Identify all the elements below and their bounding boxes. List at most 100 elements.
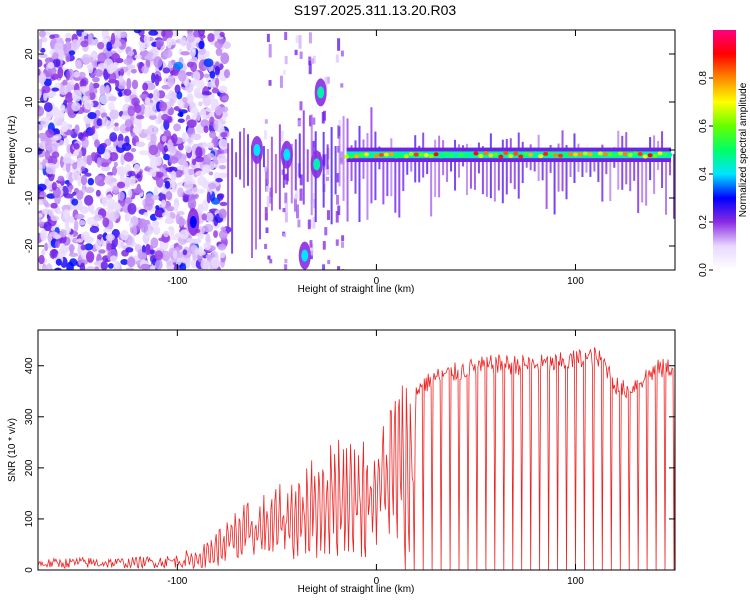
noise-blob — [61, 204, 71, 212]
signal-smear — [270, 136, 273, 211]
noise-blob — [99, 142, 107, 149]
noise-blob — [116, 181, 126, 189]
noise-blob — [168, 226, 174, 231]
noise-blob — [65, 32, 72, 38]
noise-blob — [73, 71, 80, 78]
noise-blob — [141, 65, 149, 74]
noise-blob — [49, 34, 55, 40]
signal-smear — [645, 154, 648, 206]
noise-streak — [265, 168, 269, 181]
signal-point — [558, 153, 564, 158]
signal-point — [428, 153, 434, 158]
noise-streak — [284, 202, 288, 213]
signal-point — [368, 152, 374, 157]
signal-point — [398, 153, 404, 158]
noise-blob — [165, 216, 173, 224]
signal-smear — [633, 149, 636, 181]
noise-blob — [79, 79, 87, 88]
signal-smear — [306, 149, 309, 182]
noise-streak — [313, 199, 317, 209]
noise-blob — [93, 69, 104, 77]
noise-blob — [120, 172, 125, 185]
signal-point — [622, 152, 628, 157]
noise-streak — [337, 266, 341, 270]
noise-streak — [309, 115, 313, 127]
noise-blob — [165, 191, 173, 201]
noise-blob — [38, 30, 46, 38]
signal-point — [358, 152, 364, 157]
noise-blob — [133, 163, 141, 173]
noise-blob — [38, 53, 48, 58]
noise-blob — [138, 150, 149, 156]
signal-point — [627, 152, 633, 157]
noise-blob — [38, 39, 43, 51]
noise-blob — [111, 52, 121, 63]
noise-streak — [307, 219, 311, 230]
noise-blob — [64, 137, 70, 147]
signal-smear — [239, 131, 242, 180]
noise-blob — [39, 191, 47, 199]
noise-blob — [96, 118, 103, 127]
noise-blob — [124, 93, 130, 103]
snr-panel — [38, 347, 675, 570]
signal-smear — [426, 151, 429, 175]
noise-blob — [209, 70, 216, 79]
signal-smear — [541, 150, 544, 181]
noise-blob — [50, 202, 58, 209]
noise-blob — [97, 52, 107, 64]
signal-smear — [326, 144, 329, 170]
signal-point — [468, 152, 474, 157]
signal-smear — [565, 145, 568, 200]
noise-blob — [161, 113, 170, 121]
noise-blob — [52, 58, 61, 68]
noise-blob — [173, 61, 184, 70]
noise-blob — [218, 208, 227, 219]
noise-blob — [217, 119, 223, 132]
noise-blob — [162, 67, 171, 74]
noise-blob — [121, 142, 132, 152]
noise-blob — [87, 33, 93, 46]
signal-point — [363, 152, 369, 157]
noise-streak — [299, 188, 303, 201]
signal-smear — [282, 151, 285, 188]
signal-smear — [434, 139, 437, 197]
noise-blob — [44, 202, 51, 208]
noise-blob — [41, 266, 48, 270]
signal-smear — [485, 151, 488, 197]
noise-streak — [268, 44, 272, 58]
y-tick-label: -20 — [24, 238, 35, 253]
y-tick-label: 300 — [24, 408, 35, 425]
signal-smear — [517, 132, 520, 199]
signal-smear — [569, 151, 572, 177]
noise-blob — [44, 139, 53, 152]
noise-blob — [177, 217, 186, 226]
noise-blob — [181, 131, 188, 143]
noise-blob — [154, 250, 164, 261]
noise-blob — [161, 250, 171, 262]
noise-streak — [285, 173, 289, 185]
noise-blob — [41, 208, 51, 215]
noise-blob — [209, 116, 215, 127]
noise-blob — [197, 203, 204, 214]
noise-streak — [324, 153, 328, 168]
spectrogram-ylabel: Frequency (Hz) — [7, 116, 18, 185]
signal-smear — [274, 153, 277, 194]
noise-blob — [114, 122, 119, 127]
noise-blob — [38, 199, 44, 206]
noise-blob — [143, 212, 149, 217]
noise-blob — [135, 141, 146, 148]
noise-blob — [40, 47, 46, 53]
noise-blob — [89, 82, 94, 94]
noise-blob — [166, 205, 176, 212]
signal-point — [344, 154, 350, 159]
colorbar-tick-label: 0.2 — [698, 215, 709, 229]
noise-blob — [189, 48, 196, 58]
noise-blob — [107, 96, 117, 102]
signal-point — [488, 153, 494, 158]
signal-smear — [386, 150, 389, 197]
noise-blob — [120, 229, 129, 241]
signal-smear — [609, 150, 612, 202]
noise-blob — [126, 256, 136, 268]
noise-blob — [177, 187, 184, 198]
signal-smear — [418, 145, 421, 183]
